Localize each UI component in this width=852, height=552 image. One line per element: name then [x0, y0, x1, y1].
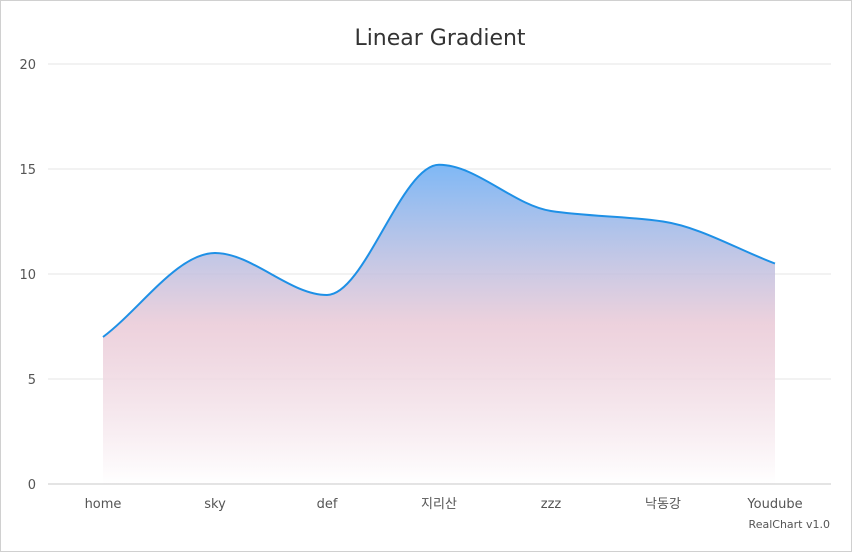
x-tick-label: def: [317, 497, 338, 512]
y-tick-label: 20: [19, 58, 36, 73]
x-tick-label: Youdube: [746, 497, 802, 512]
x-tick-label: sky: [204, 497, 226, 512]
y-tick-label: 10: [19, 268, 36, 283]
y-tick-label: 0: [28, 478, 36, 493]
x-tick-label: zzz: [541, 497, 562, 512]
y-axis: 0 5 10 15 20: [19, 58, 36, 493]
series-line: [102, 163, 776, 338]
x-tick-label: home: [85, 497, 122, 512]
x-tick-label: 낙동강: [645, 497, 681, 512]
y-tick-label: 5: [28, 373, 36, 388]
chart-title: Linear Gradient: [354, 26, 525, 51]
x-axis: home sky def 지리산 zzz 낙동강 Youdube: [85, 497, 803, 512]
y-tick-label: 15: [19, 163, 36, 178]
credit-label: RealChart v1.0: [749, 518, 830, 531]
series-area: [103, 164, 775, 485]
x-tick-label: 지리산: [421, 497, 457, 512]
